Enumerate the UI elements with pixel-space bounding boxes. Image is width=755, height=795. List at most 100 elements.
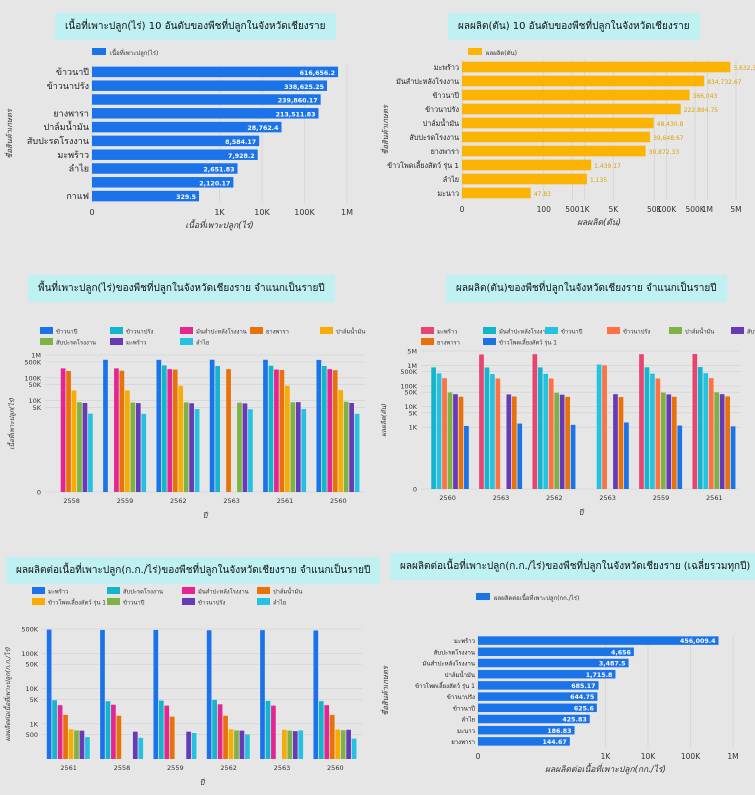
category-label: มะนาว [457,728,475,735]
legend-swatch [110,338,123,345]
bar [316,359,322,492]
value-label: 144.67 [543,739,567,746]
legend-label: มะพร้าว [48,589,68,596]
legend-swatch [182,587,195,594]
category-label: ข้าวโพดเลี้ยงสัตว์ รุ่น 1 [387,160,459,170]
x-tick-label: 2563 [493,494,510,502]
bar [346,729,351,759]
value-label: 616,656.2 [300,70,335,77]
bar [206,630,212,759]
bar [194,409,200,492]
bar [209,359,215,492]
legend-swatch [483,338,496,345]
y-tick-label: 50K [25,661,38,669]
category-label: ข้าวนาปี [433,91,460,100]
bar [624,422,629,489]
bar [186,731,191,759]
legend-label: สับปะรดโรงงาน [747,328,755,336]
y-tick-label: 0 [37,489,41,497]
bar [697,367,703,489]
chart1-area-top10: เนื้อที่เพาะปลูก(ไร่) 0 1K 10K 100K 1M ข้าวนาป… [4,47,353,231]
bar [217,704,223,759]
bar [329,714,335,759]
bar [559,394,565,489]
bar [570,424,576,489]
x-tick-label: 10K [254,208,270,217]
legend-swatch [476,593,490,600]
x-tick-label: 100K [657,205,677,214]
legend-label: สับปะรดโรงงาน [56,339,96,347]
bar [431,367,436,489]
y-tick-label: 100K [21,650,38,658]
bar [478,681,599,690]
bar [169,716,175,759]
legend-label: ข้าวนาปรัง [198,599,225,607]
bar [351,738,357,759]
bar [285,385,290,492]
bar [290,402,296,492]
bar [189,403,194,492]
bar [730,426,736,489]
x-tick-label: 0 [460,205,465,214]
x-tick-label: 2562 [170,497,187,505]
bar [639,354,644,489]
category-label: มะพร้าว [434,63,459,72]
bar [141,413,147,492]
y-tick-label: 10K [404,403,417,411]
value-label: 30,872.33 [649,149,680,156]
y-axis-label: ชื่อสินค้าเกษตร [4,108,14,158]
legend-swatch [468,48,482,55]
x-tick-label: 500K [685,205,705,214]
chart3-title: พื้นที่เพาะปลูก(ไร่)ของพืชที่ปลูกในจังหว… [28,275,335,302]
bar [462,131,651,143]
bar [478,669,616,679]
category-label: ข้าวนาปี [56,67,89,78]
x-tick-label: 1K [214,208,225,217]
bar [532,354,538,489]
bar [602,365,607,489]
bar [60,368,66,492]
legend-label: ข้าวนาปี [561,329,583,336]
x-tick-label: 2563 [274,764,291,772]
bar [85,737,90,759]
x-tick-label: 2561 [706,494,723,502]
bar [92,163,238,174]
bar [548,378,554,489]
x-tick-label: 100 [537,205,552,214]
bar [125,390,130,492]
legend-label: ข้าวโพดเลี้ยงสัตว์ รุ่น 1 [499,338,557,347]
legend-swatch [180,338,193,345]
category-label: สับปะรดโรงงาน [434,648,475,656]
x-tick-label: 0 [89,208,94,217]
legend-swatch [250,327,263,334]
bar [63,714,68,759]
y-tick-label: 1K [30,720,39,728]
legend-label: มันสำปะหลังโรงงาน [499,328,550,336]
value-label: 2,651.83 [203,167,234,174]
legend-swatch [40,327,53,334]
y-tick-label: 0 [413,486,417,494]
bar [478,647,634,657]
bar [88,413,93,492]
bar [511,396,517,489]
bar [478,703,597,713]
chart5-yield-by-year: มะพร้าว สับปะรดโรงงาน มันสำปะหลังโรงงาน ปาล… [3,587,362,787]
x-tick-label: 2563 [223,497,240,505]
legend-swatch [669,327,682,334]
bar [719,394,725,489]
chart1-title: เนื้อที่เพาะปลูก(ไร่) 10 อันดับของพืชที่… [55,13,336,40]
y-tick-label: 50K [28,381,41,389]
x-tick-label: 2558 [63,497,80,505]
bar [111,704,116,759]
bar [478,737,570,746]
legend-swatch [483,327,496,334]
legend-label: ยางพารา [437,340,460,347]
legend-swatch [257,587,270,594]
bar [279,370,285,492]
category-label: ยางพารา [53,109,89,119]
chart4-title: ผลผลิต(ตัน)ของพืชที่ปลูกในจังหวัดเชียงรา… [446,275,727,302]
value-label: 186.83 [547,728,571,735]
y-axis-label: ชื่อสินค้าเกษตร [380,104,390,154]
legend-swatch [257,598,270,605]
